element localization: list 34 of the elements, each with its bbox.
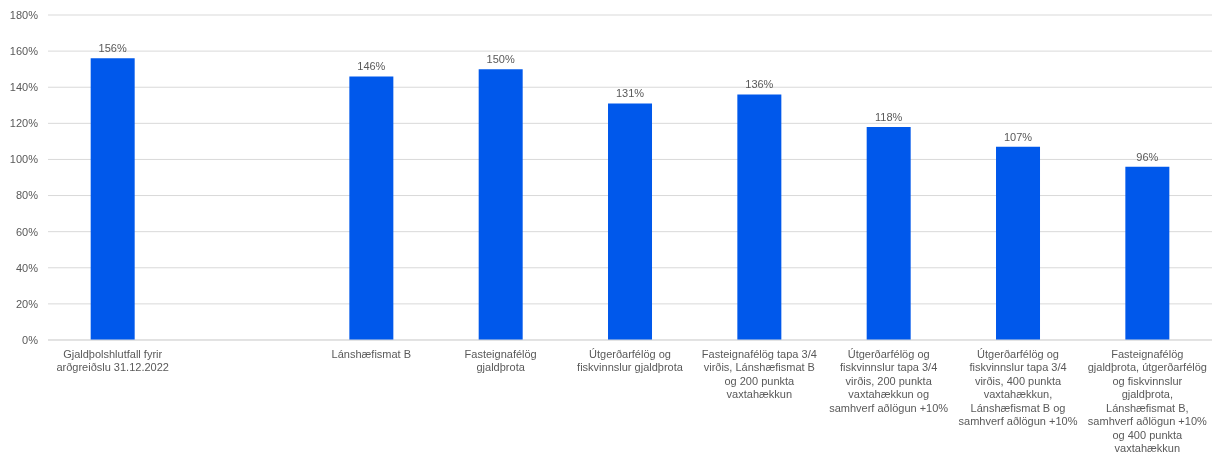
- x-tick-label: Gjaldþolshlutfall fyrir arðgreiðslu 31.12.2022: [56, 347, 169, 374]
- y-tick-label: 40%: [15, 261, 39, 274]
- x-tick-label: Útgerðarfélög og fiskvinnslur tapa 3/4 virðis, 400 punkta vaxtahækkun, Lánshæfismat B og samhverf aðlögun +10%: [958, 347, 1078, 428]
- data-label: 150%: [486, 53, 515, 66]
- data-label: 118%: [875, 110, 903, 123]
- y-tick-label: 180%: [9, 8, 39, 21]
- data-label: 96%: [1136, 150, 1159, 163]
- data-label: 107%: [1003, 130, 1033, 143]
- bar: [478, 69, 523, 340]
- bar: [349, 76, 394, 340]
- bar: [608, 103, 653, 340]
- bar: [90, 58, 135, 340]
- x-tick-label: Útgerðarfélög og fiskvinnslur tapa 3/4 virðis, 200 punkta vaxtahækkun og samhverf aðlögun +10%: [829, 347, 949, 414]
- x-tick-label: Fasteignafélög tapa 3/4 virðis, Lánshæfismat B og 200 punkta vaxtahækkun: [701, 347, 817, 401]
- x-tick-label: Útgerðarfélög og fiskvinnslur gjaldþrota: [577, 347, 684, 374]
- y-tick-label: 20%: [15, 297, 39, 310]
- y-tick-label: 160%: [9, 45, 39, 58]
- y-tick-label: 60%: [15, 225, 39, 238]
- data-label: 131%: [615, 87, 645, 100]
- y-tick-label: 120%: [9, 117, 39, 130]
- x-tick-label: Lánshæfismat B: [331, 347, 412, 360]
- data-label: 136%: [745, 78, 774, 91]
- bar: [1125, 166, 1170, 340]
- bar: [996, 146, 1041, 340]
- y-tick-label: 100%: [9, 153, 39, 166]
- bar: [737, 94, 782, 340]
- x-tick-label: Fasteignafélög gjaldþrota: [464, 347, 537, 374]
- y-tick-label: 0%: [22, 333, 39, 346]
- y-tick-label: 80%: [15, 189, 39, 202]
- data-label: 156%: [98, 42, 127, 55]
- x-tick-label: Fasteignafélög gjaldþrota, útgerðarfélög og fiskvinnslur gjaldþrota, Lánshæfismat B, samhverf aðlögun +10% og 400 punkta vaxtahækkun: [1087, 347, 1208, 455]
- y-tick-label: 140%: [9, 81, 39, 94]
- data-label: 146%: [357, 60, 386, 73]
- bar: [866, 126, 911, 340]
